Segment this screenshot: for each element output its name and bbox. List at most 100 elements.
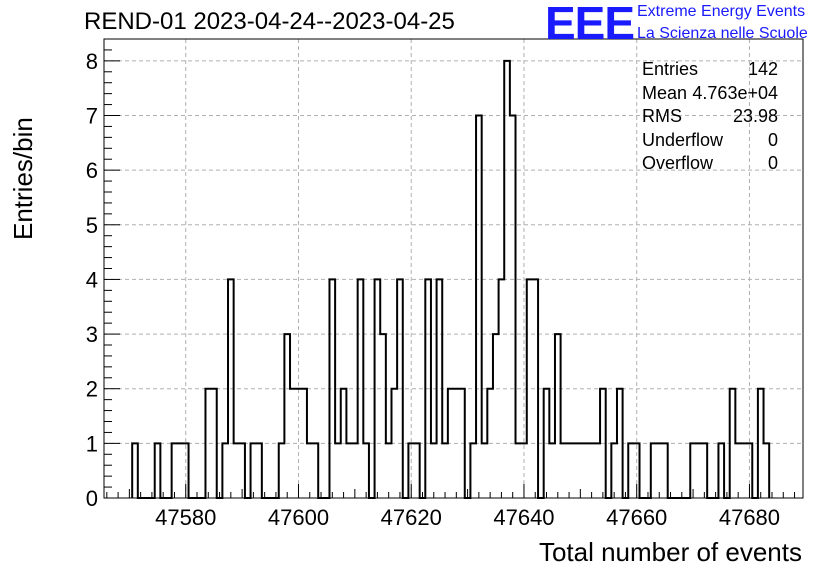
histogram-bin [459, 389, 465, 498]
x-tick-label: 47680 [719, 505, 780, 530]
x-tick-label: 47660 [606, 505, 667, 530]
histogram-bin [234, 443, 240, 498]
histogram-bin [611, 443, 617, 498]
histogram-bin [662, 443, 668, 498]
stat-label: RMS [642, 106, 682, 126]
histogram-bin [589, 443, 595, 498]
histogram-bin [544, 389, 550, 498]
x-tick-label: 47640 [493, 505, 554, 530]
histogram-bin [493, 334, 499, 498]
stat-row-rms: RMS 23.98 [642, 106, 778, 130]
y-tick-label: 1 [86, 431, 98, 456]
histogram-bin [251, 443, 257, 498]
histogram-bin [702, 443, 708, 498]
y-tick-label: 7 [86, 104, 98, 129]
histogram-bin [454, 389, 460, 498]
y-tick-label: 2 [86, 377, 98, 402]
histogram-bin [437, 279, 443, 498]
histogram-bin [313, 443, 319, 498]
histogram-bin [499, 279, 505, 498]
histogram-bin [222, 443, 228, 498]
histogram-bin [448, 389, 454, 498]
histogram-bin [527, 279, 533, 498]
histogram-bin [718, 443, 724, 498]
histogram-bin [504, 61, 510, 498]
histogram-bin [634, 443, 640, 498]
histogram-bin [228, 279, 234, 498]
histogram-bin [521, 443, 527, 498]
histogram-bin [690, 443, 696, 498]
histogram-bin [279, 443, 285, 498]
histogram-bin [290, 389, 296, 498]
histogram-bin [583, 443, 589, 498]
y-tick-label: 8 [86, 49, 98, 74]
stats-box: Entries 142 Mean 4.763e+04 RMS 23.98 Und… [642, 59, 778, 177]
stat-row-overflow: Overflow 0 [642, 153, 778, 177]
histogram-bin [600, 389, 606, 498]
histogram-bin [476, 116, 482, 499]
x-tick-label: 47600 [268, 505, 329, 530]
histogram-bin [482, 443, 488, 498]
y-axis-label-wrap: Entries/bin [8, 117, 38, 240]
histogram-bin [205, 389, 211, 498]
y-tick-label: 6 [86, 158, 98, 183]
eee-logo: EEE [545, 0, 635, 49]
y-axis-label: Entries/bin [8, 117, 38, 240]
histogram-bin [572, 443, 578, 498]
histogram-bin [628, 443, 634, 498]
histogram-bin [617, 389, 623, 498]
stat-row-entries: Entries 142 [642, 59, 778, 83]
histogram-bin [380, 334, 386, 498]
histogram-bin [172, 443, 178, 498]
chart-title: REND-01 2023-04-24--2023-04-25 [84, 8, 455, 35]
histogram-bin [555, 334, 561, 498]
x-axis-label: Total number of events [538, 537, 802, 567]
y-tick-label: 0 [86, 486, 98, 511]
stat-value: 0 [767, 153, 778, 173]
histogram-bin [516, 443, 522, 498]
histogram-bin [408, 443, 414, 498]
histogram-bin [375, 279, 381, 498]
histogram-bin [747, 443, 753, 498]
histogram-bin [532, 279, 538, 498]
logo-line-1: Extreme Energy Events [637, 3, 806, 20]
histogram-bin [335, 443, 341, 498]
y-tick-label: 5 [86, 213, 98, 238]
histogram-bin [239, 443, 245, 498]
histogram-bin [425, 279, 431, 498]
stat-label: Mean [642, 82, 688, 103]
histogram-bin [177, 443, 183, 498]
histogram-bin [155, 443, 161, 498]
histogram-bin [211, 389, 217, 498]
histogram-bin [363, 443, 369, 498]
histogram-bin [470, 443, 476, 498]
histogram-bin [352, 443, 358, 498]
histogram-bin [730, 389, 736, 498]
histogram-bin [296, 389, 302, 498]
histogram-bin [284, 334, 290, 498]
histogram-outline [131, 59, 771, 499]
y-tick-label: 3 [86, 322, 98, 347]
stat-label: Overflow [642, 153, 714, 173]
histogram-bin [510, 116, 516, 499]
histogram-bin [358, 279, 364, 498]
histogram-bin [578, 443, 584, 498]
histogram-bin [341, 389, 347, 498]
x-tick-label: 47620 [381, 505, 442, 530]
histogram-bin [566, 443, 572, 498]
histogram-bin [442, 443, 448, 498]
histogram-bin [741, 443, 747, 498]
logo-line-2: La Scienza nelle Scuole [637, 25, 808, 42]
stat-label: Entries [642, 59, 699, 79]
histogram-bin [549, 443, 555, 498]
histogram-bin [487, 389, 493, 498]
histogram-bin [397, 279, 403, 498]
histogram-bin [696, 443, 702, 498]
y-tick-label: 4 [86, 267, 98, 292]
histogram-bin [301, 389, 307, 498]
histogram-bin [386, 443, 392, 498]
histogram-bin [256, 443, 262, 498]
stat-value: 0 [767, 129, 778, 150]
histogram-bin [656, 443, 662, 498]
